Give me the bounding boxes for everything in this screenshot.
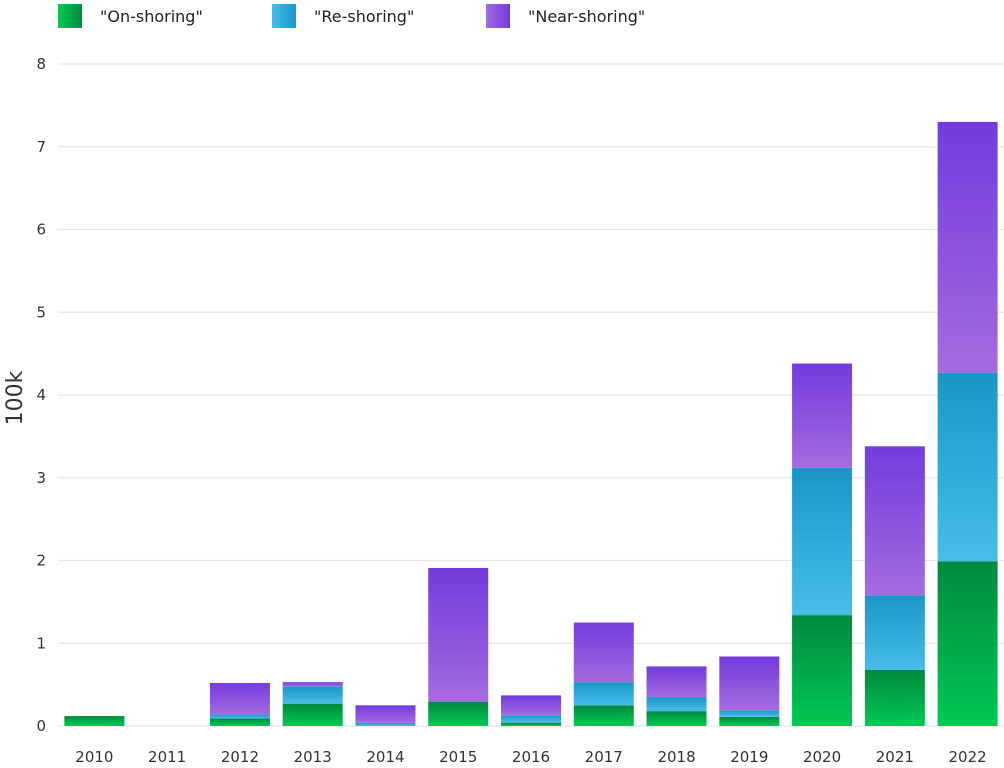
- bar-2019-onshoring: [719, 716, 780, 726]
- y-tick-label-5: 5: [36, 303, 46, 321]
- y-tick-label-0: 0: [36, 717, 46, 735]
- x-tick-label-2017: 2017: [585, 748, 623, 766]
- bar-2019-reshoring: [719, 710, 780, 717]
- gridlines: [58, 63, 1004, 727]
- x-tick-label-2021: 2021: [876, 748, 914, 766]
- y-tick-label-4: 4: [36, 386, 46, 404]
- bar-2013-onshoring: [282, 703, 343, 726]
- legend-label-1: "Re-shoring": [314, 7, 414, 26]
- bar-2013-nearshoring: [282, 682, 343, 687]
- y-tick-label-1: 1: [36, 634, 46, 652]
- y-tick-label-2: 2: [36, 552, 46, 570]
- x-tick-label-2013: 2013: [294, 748, 332, 766]
- bar-2016-reshoring: [501, 715, 561, 723]
- bar-2014-nearshoring: [355, 705, 416, 723]
- x-tick-label-2010: 2010: [75, 748, 113, 766]
- y-axis-ticks: 0 1 2 3 4 5 6 7 8: [36, 55, 46, 735]
- bar-2016-onshoring: [501, 722, 561, 726]
- y-axis-title: 100k: [3, 370, 28, 425]
- bar-2017-onshoring: [573, 705, 634, 726]
- y-tick-label-7: 7: [36, 138, 46, 156]
- x-tick-label-2014: 2014: [366, 748, 404, 766]
- legend-label-2: "Near-shoring": [528, 7, 645, 26]
- bar-2010-onshoring: [64, 716, 125, 726]
- x-tick-label-2018: 2018: [657, 748, 695, 766]
- bar-2020-onshoring: [792, 615, 853, 726]
- bar-2017-nearshoring: [573, 622, 634, 683]
- bar-2018-onshoring: [646, 711, 707, 726]
- legend-swatch-2: [486, 4, 510, 28]
- bar-2021-onshoring: [864, 669, 925, 726]
- bar-2022-onshoring: [937, 561, 998, 726]
- bar-2018-reshoring: [646, 697, 707, 712]
- bar-2012-nearshoring: [209, 682, 270, 715]
- bars: [64, 121, 998, 726]
- bar-2020-nearshoring: [792, 363, 853, 468]
- bar-2012-onshoring: [209, 718, 270, 726]
- x-tick-label-2015: 2015: [439, 748, 477, 766]
- bar-2014-reshoring: [355, 722, 416, 726]
- x-tick-label-2016: 2016: [512, 748, 550, 766]
- bar-2021-reshoring: [864, 595, 925, 670]
- x-tick-label-2019: 2019: [730, 748, 768, 766]
- bar-2021-nearshoring: [864, 446, 925, 596]
- bar-2022-nearshoring: [937, 121, 998, 373]
- bar-2016-nearshoring: [501, 695, 561, 716]
- x-tick-label-2020: 2020: [803, 748, 841, 766]
- x-tick-label-2022: 2022: [949, 748, 987, 766]
- bar-2022-reshoring: [937, 372, 998, 562]
- x-tick-label-2012: 2012: [221, 748, 259, 766]
- bar-2013-reshoring: [282, 686, 343, 704]
- x-tick-label-2011: 2011: [148, 748, 186, 766]
- legend: "On-shoring" "Re-shoring" "Near-shoring": [58, 4, 645, 28]
- bar-2020-reshoring: [792, 467, 853, 616]
- bar-2017-reshoring: [573, 682, 634, 706]
- y-tick-label-6: 6: [36, 221, 46, 239]
- bar-2019-nearshoring: [719, 656, 780, 711]
- legend-swatch-1: [272, 4, 296, 28]
- y-tick-label-3: 3: [36, 469, 46, 487]
- legend-label-0: "On-shoring": [100, 7, 203, 26]
- bar-2018-nearshoring: [646, 666, 707, 698]
- x-axis-ticks: 2010 2011 2012 2013 2014 2015 2016 2017 2018 2019…: [75, 748, 986, 766]
- y-tick-label-8: 8: [36, 55, 46, 73]
- legend-swatch-0: [58, 4, 82, 28]
- bar-2015-nearshoring: [428, 567, 489, 703]
- bar-2012-reshoring: [209, 714, 270, 719]
- bar-2015-onshoring: [428, 702, 489, 726]
